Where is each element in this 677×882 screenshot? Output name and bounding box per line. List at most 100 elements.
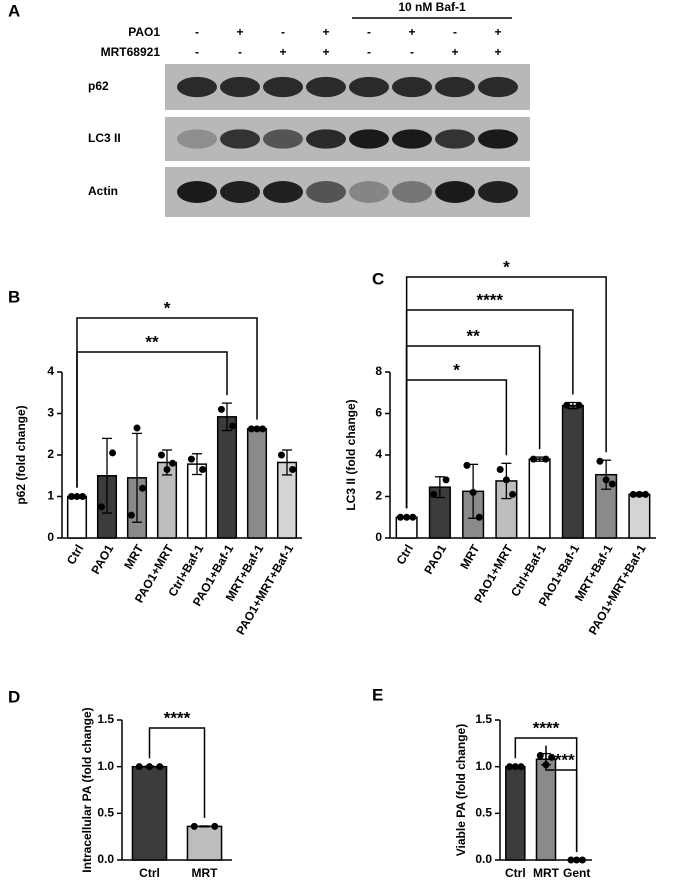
significance-bracket — [76, 317, 258, 488]
blot-band — [306, 181, 346, 203]
bar — [535, 758, 557, 861]
treatment-sign: - — [367, 25, 371, 39]
blot-band — [263, 181, 303, 203]
data-point — [548, 753, 556, 761]
data-point — [529, 455, 537, 463]
data-point — [73, 493, 81, 500]
significance-label: **** — [533, 718, 560, 737]
y-tick-label: 1.0 — [97, 759, 114, 773]
blot-band — [349, 76, 389, 98]
y-tick-label: 0 — [375, 530, 382, 544]
x-tick-label: PAO1 — [88, 542, 116, 577]
treatment-sign: + — [322, 25, 329, 39]
data-point — [133, 424, 141, 432]
data-point — [517, 763, 525, 771]
significance-bracket — [405, 276, 607, 509]
panel-letter: E — [372, 685, 383, 704]
significance-label: **** — [477, 290, 504, 309]
blot-band — [392, 129, 432, 149]
data-point — [442, 476, 450, 484]
data-point — [259, 425, 267, 433]
blot-row-label: p62 — [88, 79, 109, 93]
data-point — [169, 459, 177, 467]
x-tick-label: Ctrl — [64, 542, 86, 567]
data-point — [563, 401, 571, 409]
y-axis-label: p62 (fold change) — [14, 405, 28, 504]
data-point — [156, 763, 164, 771]
treatment-sign: + — [494, 25, 501, 39]
blot-band — [349, 129, 389, 149]
x-tick-label: MRT — [121, 542, 146, 572]
data-point — [277, 451, 285, 459]
data-point — [109, 449, 117, 457]
y-tick-label: 6 — [375, 406, 382, 420]
data-point — [146, 763, 153, 771]
data-point — [475, 513, 483, 521]
blot-band — [220, 129, 260, 149]
panel-letter: C — [372, 269, 384, 288]
y-tick-label: 4 — [375, 447, 382, 461]
y-tick-label: 1 — [47, 489, 54, 503]
treatment-sign: - — [195, 45, 199, 59]
data-point — [211, 822, 219, 830]
panel-letter: B — [8, 287, 20, 306]
data-point — [635, 490, 643, 498]
blot-band — [435, 129, 475, 149]
x-tick-label: MRT — [192, 866, 219, 880]
data-point — [542, 455, 550, 463]
bar — [66, 495, 88, 539]
blot-band — [435, 76, 475, 98]
data-point — [157, 451, 165, 459]
panel-letter: D — [8, 687, 20, 706]
data-point — [430, 490, 438, 498]
data-point — [536, 751, 544, 759]
y-tick-label: 2 — [375, 489, 382, 503]
data-point — [573, 856, 581, 864]
data-point — [97, 503, 105, 511]
data-point — [127, 511, 135, 519]
treatment-label: PAO1 — [128, 25, 160, 39]
significance-label: ** — [467, 326, 481, 345]
blot-band — [349, 181, 389, 203]
blot-row-label: Actin — [88, 184, 118, 198]
y-tick-label: 4 — [47, 364, 54, 378]
blot-strip — [165, 167, 530, 217]
blot-strip — [165, 64, 530, 110]
bar — [186, 463, 208, 539]
data-point — [496, 466, 504, 474]
blot-band — [263, 129, 303, 149]
x-tick-label: PAO1 — [421, 542, 449, 577]
significance-bracket — [148, 727, 206, 818]
treatment-sign: - — [195, 25, 199, 39]
data-point — [629, 490, 637, 498]
data-point — [403, 513, 411, 521]
data-point — [409, 513, 417, 521]
blot-band — [478, 129, 518, 149]
baf-label: 10 nM Baf-1 — [398, 0, 466, 14]
data-point — [502, 476, 510, 484]
data-point — [396, 513, 404, 521]
bar — [216, 416, 238, 539]
data-point — [469, 488, 477, 496]
y-axis-label: Intracellular PA (fold change) — [80, 707, 94, 872]
blot-band — [392, 181, 432, 203]
blot-band — [435, 181, 475, 203]
y-tick-label: 1.0 — [475, 759, 492, 773]
treatment-label: MRT68921 — [101, 45, 161, 59]
treatment-sign: + — [322, 45, 329, 59]
significance-label: * — [503, 257, 510, 276]
blot-band — [392, 76, 432, 98]
bar — [505, 765, 526, 861]
bar — [528, 458, 551, 539]
data-point — [642, 490, 650, 498]
x-tick-label: MRT — [533, 866, 560, 880]
data-point — [506, 763, 514, 771]
data-point — [187, 455, 195, 463]
significance-label: * — [453, 360, 460, 379]
data-point — [575, 401, 583, 409]
data-point — [135, 763, 143, 771]
data-point — [608, 480, 616, 488]
blot-band — [306, 129, 346, 149]
blot-band — [478, 76, 518, 98]
